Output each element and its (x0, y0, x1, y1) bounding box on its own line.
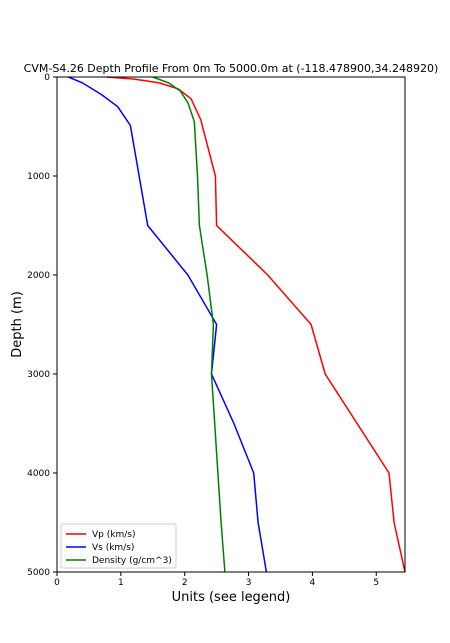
y-tick-label: 4000 (27, 469, 50, 479)
y-axis-label: Depth (m) (10, 291, 25, 358)
y-axis-ticks: 0 1000 2000 3000 4000 5000 (27, 73, 57, 578)
series-layer (68, 76, 406, 573)
y-tick-label: 2000 (27, 271, 50, 281)
legend-label-2: Density (g/cm^3) (92, 556, 172, 566)
x-tick-label: 5 (373, 578, 379, 588)
x-tick-label: 4 (310, 578, 316, 588)
x-tick-label: 2 (182, 578, 188, 588)
y-tick-label: 3000 (27, 370, 50, 380)
series-line-0 (106, 76, 406, 573)
x-axis-ticks: 0 1 2 3 4 5 (54, 572, 379, 588)
y-tick-label: 5000 (27, 568, 50, 578)
x-tick-label: 3 (246, 578, 252, 588)
x-tick-label: 1 (118, 578, 124, 588)
series-line-1 (68, 76, 268, 573)
plot-frame (56, 76, 406, 573)
legend-label-1: Vs (km/s) (92, 543, 134, 553)
x-tick-label: 0 (54, 578, 60, 588)
legend-box (60, 523, 177, 569)
legend-label-0: Vp (km/s) (92, 530, 135, 540)
y-tick-label: 1000 (27, 172, 50, 182)
legend: Vp (km/s) Vs (km/s) Density (g/cm^3) (60, 523, 177, 569)
series-line-2 (152, 76, 226, 573)
y-tick-label: 0 (44, 73, 50, 83)
chart-title: CVM-S4.26 Depth Profile From 0m To 5000.… (24, 62, 439, 75)
x-axis-label: Units (see legend) (172, 590, 291, 605)
